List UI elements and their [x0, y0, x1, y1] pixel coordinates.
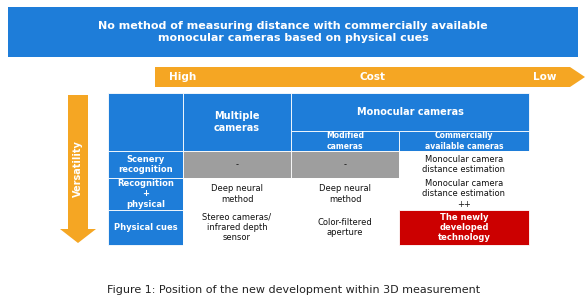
Text: Monocular camera
distance estimation: Monocular camera distance estimation: [423, 155, 505, 174]
Bar: [108, 151, 183, 178]
Polygon shape: [155, 67, 585, 87]
Bar: [399, 131, 529, 151]
Bar: [291, 210, 399, 245]
Text: Multiple
cameras: Multiple cameras: [214, 111, 260, 133]
Text: Scenery
recognition: Scenery recognition: [118, 155, 173, 174]
Text: Commercially
available cameras: Commercially available cameras: [425, 131, 503, 151]
Bar: [183, 178, 291, 210]
Text: Monocular camera
distance estimation
++: Monocular camera distance estimation ++: [423, 179, 505, 209]
Text: Deep neural
method: Deep neural method: [319, 184, 371, 204]
Bar: [399, 178, 529, 210]
Text: Low: Low: [533, 72, 556, 82]
Text: -: -: [343, 160, 346, 169]
Polygon shape: [60, 95, 96, 243]
Text: Recognition
+
physical: Recognition + physical: [117, 179, 174, 209]
Text: Versatility: Versatility: [73, 141, 83, 197]
Bar: [108, 93, 183, 151]
Bar: [399, 210, 529, 245]
Text: The newly
developed
technology: The newly developed technology: [437, 213, 490, 243]
Bar: [108, 210, 183, 245]
Text: Stereo cameras/
infrared depth
sensor: Stereo cameras/ infrared depth sensor: [203, 213, 272, 243]
Bar: [291, 178, 399, 210]
Bar: [291, 93, 529, 131]
Text: Physical cues: Physical cues: [114, 223, 177, 232]
Text: Figure 1: Position of the new development within 3D measurement: Figure 1: Position of the new developmen…: [107, 285, 480, 295]
Bar: [291, 151, 399, 178]
Bar: [399, 151, 529, 178]
Text: High: High: [170, 72, 197, 82]
Bar: [183, 151, 291, 178]
Text: Color-filtered
aperture: Color-filtered aperture: [318, 218, 372, 237]
Bar: [183, 210, 291, 245]
Text: -: -: [235, 160, 238, 169]
Bar: [291, 131, 399, 151]
Text: Monocular cameras: Monocular cameras: [356, 107, 464, 117]
Bar: [183, 93, 291, 151]
Text: No method of measuring distance with commercially available
monocular cameras ba: No method of measuring distance with com…: [98, 21, 488, 43]
Bar: [8, 7, 578, 57]
Text: Modified
cameras: Modified cameras: [326, 131, 364, 151]
Text: Deep neural
method: Deep neural method: [211, 184, 263, 204]
Text: Cost: Cost: [359, 72, 386, 82]
Bar: [108, 178, 183, 210]
